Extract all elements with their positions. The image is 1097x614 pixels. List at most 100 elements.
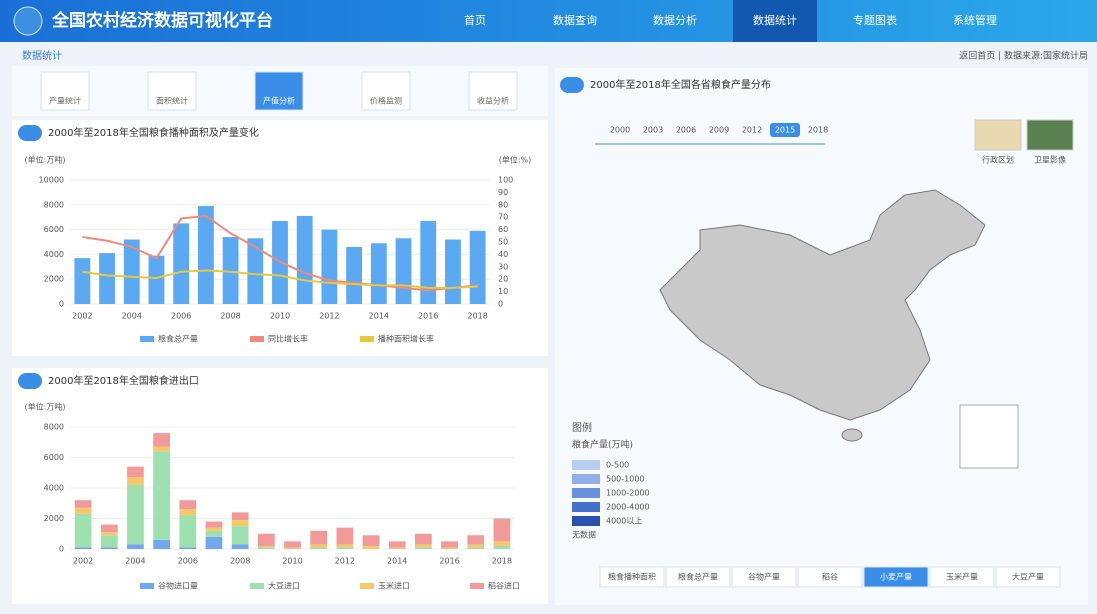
bar[interactable]: [231, 544, 249, 549]
bar[interactable]: [231, 512, 249, 521]
bar[interactable]: [310, 544, 328, 548]
bar[interactable]: [222, 237, 239, 304]
bar[interactable]: [231, 526, 249, 545]
bar[interactable]: [205, 527, 223, 531]
legend-label[interactable]: 玉米进口: [378, 581, 410, 591]
china-map[interactable]: [659, 189, 986, 421]
nav-item[interactable]: 专题图表: [853, 13, 897, 27]
timeline-year[interactable]: 2009: [709, 126, 729, 135]
toolbar-button[interactable]: [40, 71, 90, 111]
bar[interactable]: [336, 547, 354, 549]
bar[interactable]: [173, 223, 190, 304]
bar[interactable]: [415, 547, 432, 549]
bar[interactable]: [127, 477, 144, 485]
bar[interactable]: [148, 255, 165, 304]
bar[interactable]: [100, 524, 118, 533]
bar[interactable]: [467, 535, 485, 545]
bar[interactable]: [74, 500, 92, 508]
bar[interactable]: [362, 535, 380, 546]
bar[interactable]: [123, 239, 140, 304]
bar[interactable]: [296, 215, 313, 304]
bar[interactable]: [284, 547, 301, 549]
map-tab[interactable]: [797, 566, 863, 588]
nav-item[interactable]: 数据查询: [553, 13, 597, 27]
bar[interactable]: [127, 484, 144, 545]
map-tab[interactable]: [863, 566, 929, 588]
bar[interactable]: [197, 206, 214, 304]
toolbar-button[interactable]: [147, 71, 197, 111]
bar[interactable]: [336, 544, 354, 548]
bar[interactable]: [336, 527, 354, 545]
bar[interactable]: [441, 541, 458, 548]
timeline-year[interactable]: 2012: [742, 126, 762, 135]
bar[interactable]: [99, 253, 115, 304]
map-thumb[interactable]: [974, 119, 1022, 151]
timeline-year[interactable]: 2003: [643, 126, 663, 135]
bar[interactable]: [179, 500, 197, 510]
bar[interactable]: [257, 547, 275, 549]
bar[interactable]: [153, 539, 170, 549]
map-tab[interactable]: [731, 566, 797, 588]
legend-label[interactable]: 稻谷进口: [488, 581, 520, 591]
nav-item[interactable]: 首页: [464, 13, 486, 27]
timeline-year[interactable]: 2018: [808, 126, 828, 135]
legend-label[interactable]: 谷物进口量: [158, 581, 198, 591]
bar[interactable]: [362, 545, 380, 549]
map-tab[interactable]: [929, 566, 995, 588]
timeline-year[interactable]: 2015: [775, 126, 795, 135]
bar[interactable]: [74, 507, 92, 514]
bar[interactable]: [205, 536, 223, 549]
bar[interactable]: [205, 521, 223, 528]
bar[interactable]: [310, 547, 328, 549]
bar[interactable]: [100, 535, 118, 548]
bar[interactable]: [247, 238, 264, 304]
toolbar-button[interactable]: [254, 71, 304, 111]
bar[interactable]: [388, 547, 406, 549]
bar[interactable]: [395, 238, 412, 304]
toolbar-button[interactable]: [361, 71, 411, 111]
nav-item[interactable]: 数据统计: [753, 13, 797, 27]
bar[interactable]: [310, 530, 328, 545]
top-link[interactable]: 返回首页 | 数据来源:国家统计局: [959, 50, 1088, 62]
bar[interactable]: [153, 433, 170, 447]
bar[interactable]: [257, 533, 275, 546]
map-tab[interactable]: [995, 566, 1061, 588]
bar[interactable]: [493, 545, 511, 549]
bar[interactable]: [231, 520, 249, 527]
bar[interactable]: [388, 541, 406, 548]
bar[interactable]: [467, 547, 485, 549]
bar[interactable]: [74, 547, 92, 549]
bar[interactable]: [467, 544, 485, 548]
bar[interactable]: [257, 545, 275, 548]
bar[interactable]: [153, 451, 170, 540]
bar[interactable]: [493, 518, 511, 542]
bar[interactable]: [469, 230, 486, 304]
bar[interactable]: [127, 544, 144, 549]
legend-label[interactable]: 同比增长率: [268, 334, 308, 344]
timeline-year[interactable]: 2000: [610, 126, 630, 135]
bar[interactable]: [74, 258, 91, 304]
bar[interactable]: [179, 509, 197, 516]
bar[interactable]: [321, 229, 338, 304]
timeline-year[interactable]: 2006: [676, 126, 696, 135]
bar[interactable]: [415, 544, 432, 548]
nav-item[interactable]: 系统管理: [953, 13, 997, 27]
toolbar-button[interactable]: [468, 71, 518, 111]
bar[interactable]: [153, 446, 170, 452]
bar[interactable]: [205, 530, 223, 537]
bar[interactable]: [179, 515, 197, 548]
bar[interactable]: [445, 239, 461, 304]
map-thumb[interactable]: [1026, 119, 1074, 151]
bar[interactable]: [493, 541, 511, 546]
map-tab[interactable]: [599, 566, 665, 588]
bar[interactable]: [370, 243, 387, 304]
bar[interactable]: [74, 513, 92, 548]
bar[interactable]: [100, 532, 118, 536]
bar[interactable]: [127, 466, 144, 478]
bar[interactable]: [441, 547, 458, 549]
legend-label[interactable]: 大豆进口: [268, 581, 300, 591]
bar[interactable]: [284, 541, 301, 548]
map-tab[interactable]: [665, 566, 731, 588]
legend-label[interactable]: 播种面积增长率: [378, 334, 434, 344]
nav-item[interactable]: 数据分析: [653, 13, 697, 27]
